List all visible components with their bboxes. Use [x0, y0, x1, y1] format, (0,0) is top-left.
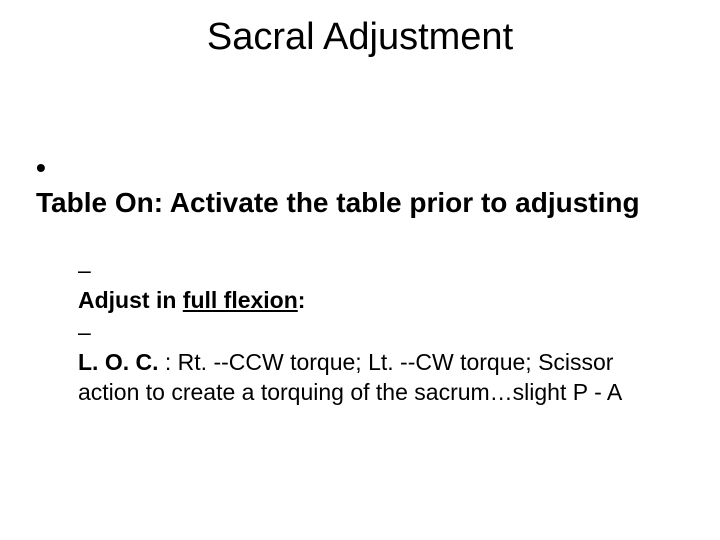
bullet-level2: – Adjust in full flexion: — [78, 256, 684, 316]
bullet-text: Table On: Activate the table prior to ad… — [36, 185, 654, 220]
slide-body: • Table On: Activate the table prior to … — [36, 150, 684, 409]
bullet-level2: – L. O. C. : Rt. --CCW torque; Lt. --CW … — [78, 318, 684, 408]
slide: Sacral Adjustment • Table On: Activate t… — [0, 0, 720, 540]
bullet-text: Adjust in full flexion: — [78, 286, 662, 316]
bullet-text: L. O. C. : Rt. --CCW torque; Lt. --CW to… — [78, 348, 662, 408]
slide-title: Sacral Adjustment — [0, 16, 720, 59]
bullet-level1: • Table On: Activate the table prior to … — [36, 150, 684, 220]
bullet-marker: • — [36, 150, 62, 185]
bullet-marker: – — [78, 318, 96, 348]
bullet-marker: – — [78, 256, 96, 286]
